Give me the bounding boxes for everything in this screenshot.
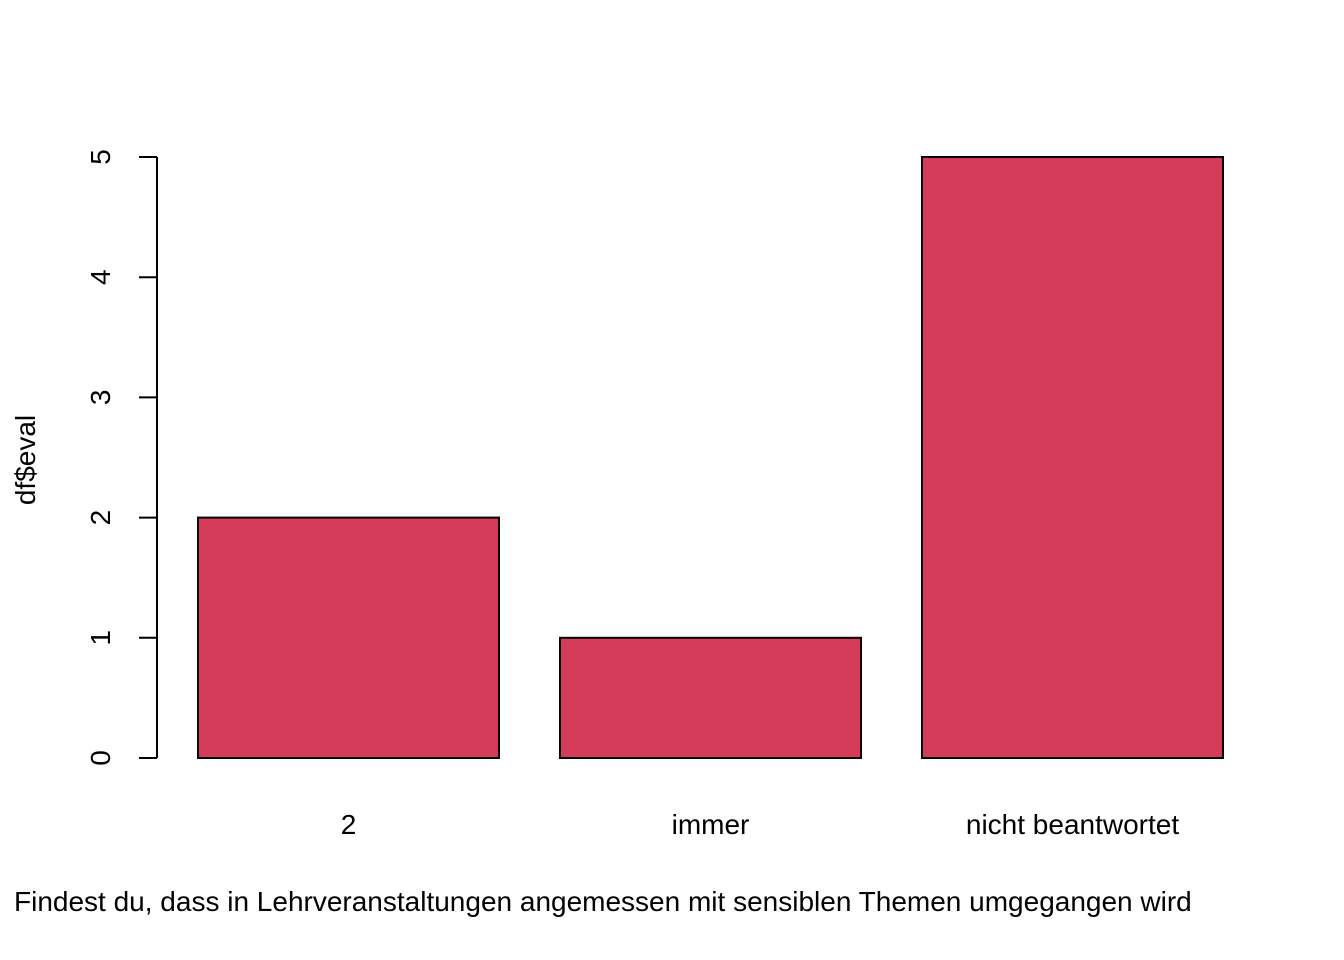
x-axis-title: Findest du, dass in Lehrveranstaltungen … <box>14 886 1192 917</box>
y-axis: 0 1 2 3 4 5 <box>85 149 158 766</box>
y-axis-title: df$eval <box>10 415 41 505</box>
y-tick-label: 2 <box>85 510 116 526</box>
bar <box>921 156 1224 759</box>
x-axis-labels: 2 immer nicht beantwortet <box>341 809 1180 840</box>
bar <box>197 516 500 759</box>
x-tick-label: 2 <box>341 809 357 840</box>
bar <box>559 636 862 759</box>
y-tick-label: 5 <box>85 149 116 165</box>
y-tick-label: 4 <box>85 269 116 285</box>
y-tick-label: 3 <box>85 390 116 406</box>
y-tick-label: 1 <box>85 630 116 646</box>
x-tick-label: immer <box>672 809 750 840</box>
bars-layer <box>197 156 1224 759</box>
y-tick-label: 0 <box>85 750 116 766</box>
x-tick-label: nicht beantwortet <box>966 809 1179 840</box>
